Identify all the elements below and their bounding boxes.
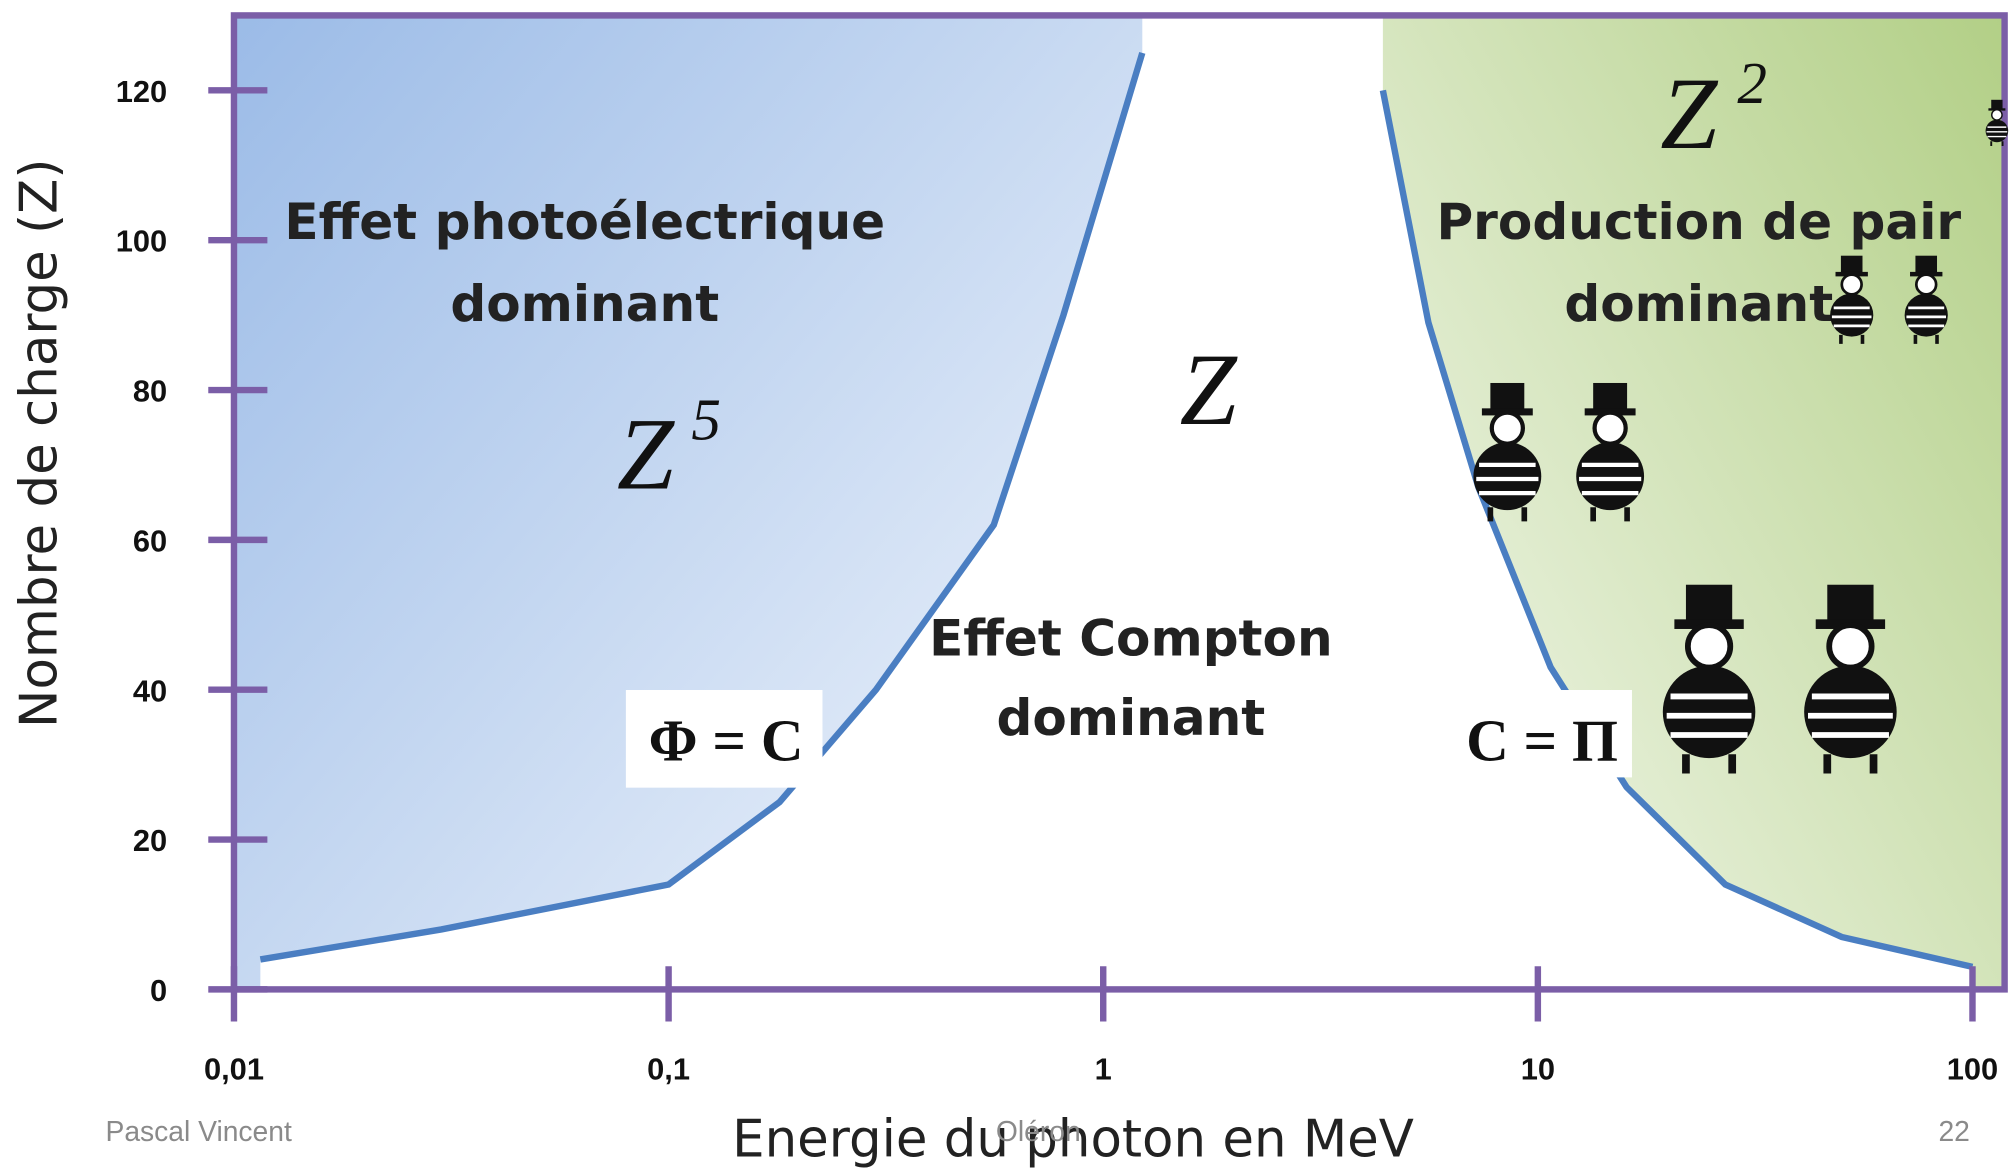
x-tick-label: 0,01 [204,1051,264,1086]
y-tick-label: 20 [133,823,167,858]
y-axis-title: Nombre de charge (Z) [10,159,70,728]
x-tick-label: 0,1 [647,1051,690,1086]
footer-place: Oléron [996,1115,1081,1147]
math-exponent: 2 [1737,50,1767,116]
math-symbol: Z [617,397,676,511]
region-label: Effet photoélectrique [284,192,885,251]
math-exponent: 5 [691,386,721,452]
region-label: dominant [1564,274,1833,333]
y-tick-label: 80 [133,374,167,409]
y-tick-label: 40 [133,673,167,708]
region-label: dominant [996,688,1265,747]
plot: 0 20 40 60 80 100 120 0,01 0,1 1 10 100 Effet photoé… [116,12,2008,1086]
equation: Φ = C [649,708,804,774]
region-label: dominant [450,274,719,333]
x-tick-label: 10 [1521,1051,1555,1086]
math-symbol: Z [1660,57,1719,171]
y-tick-label: 0 [150,973,167,1008]
equation: C = Π [1466,708,1618,774]
label-box [625,690,823,788]
math-symbol: Z [1180,333,1239,447]
x-tick-label: 1 [1095,1051,1112,1086]
region-fill [233,15,1143,990]
y-tick-label: 60 [133,523,167,558]
x-axis-title: Energie du photon en MeV [732,1109,1414,1168]
boundary-curve [259,51,1146,963]
footer-page: 22 [1938,1115,1969,1147]
label-box [1449,690,1632,778]
region-label: Effet Compton [929,608,1333,667]
y-tick-label: 100 [116,224,167,259]
y-tick-label: 120 [116,74,167,109]
background [233,15,2005,990]
footer-author: Pascal Vincent [105,1115,292,1147]
plot-frame [230,12,2008,993]
region-label: Production de pair [1436,192,1961,251]
x-tick-label: 100 [1947,1051,1998,1086]
